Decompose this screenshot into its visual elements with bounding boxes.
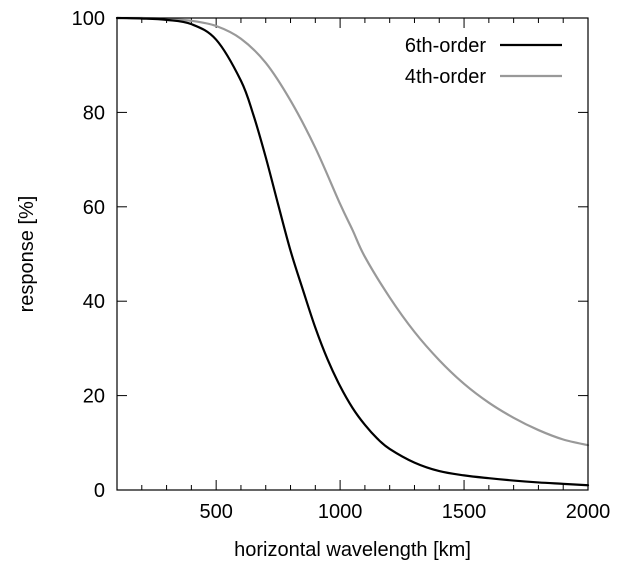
legend-label-6th-order: 6th-order [405,35,486,57]
y-tick-label: 0 [94,480,105,502]
y-tick-label: 20 [83,386,105,408]
x-tick-label: 1000 [318,501,363,523]
series-line-4th-order [115,16,590,447]
y-axis-title: response [%] [16,196,38,313]
series-line-6th-order [115,16,590,487]
plot-frame [116,17,589,491]
x-axis-title: horizontal wavelength [km] [234,539,471,561]
x-tick-label: 2000 [566,501,611,523]
y-tick-label: 40 [83,291,105,313]
x-tick-label: 1500 [442,501,487,523]
y-tick-label: 100 [72,8,105,30]
tick-labels: 500 1000 1500 2000 0 20 40 60 80 100 [72,8,611,523]
x-tick-label: 500 [199,501,232,523]
y-tick-label: 80 [83,102,105,124]
legend-label-4th-order: 4th-order [405,66,486,88]
y-tick-label: 60 [83,197,105,219]
legend: 6th-order 4th-order [405,35,562,88]
series-lines [115,16,590,487]
